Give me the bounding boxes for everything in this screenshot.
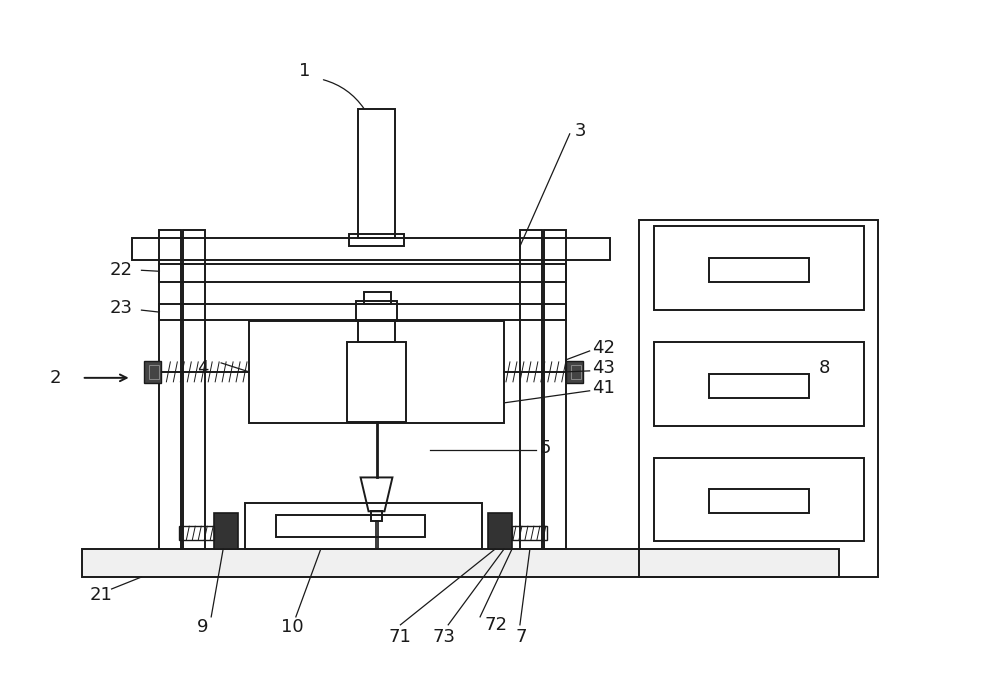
- Bar: [544, 231, 566, 549]
- Bar: [349, 235, 404, 246]
- Bar: [639, 220, 878, 577]
- Bar: [179, 526, 214, 540]
- Text: 23: 23: [110, 299, 133, 317]
- Bar: [512, 526, 547, 540]
- Bar: [159, 231, 181, 549]
- Text: 5: 5: [540, 439, 551, 456]
- Text: 8: 8: [819, 359, 830, 377]
- Bar: [159, 304, 566, 320]
- Bar: [132, 239, 610, 260]
- Text: 9: 9: [197, 618, 209, 636]
- Bar: [159, 264, 566, 282]
- Text: 21: 21: [90, 586, 113, 604]
- Text: 4: 4: [197, 359, 209, 377]
- Bar: [245, 503, 482, 549]
- Bar: [144, 361, 161, 383]
- Bar: [709, 374, 809, 398]
- Bar: [149, 365, 159, 379]
- Bar: [654, 342, 864, 426]
- Bar: [183, 231, 205, 549]
- Bar: [709, 258, 809, 282]
- Bar: [364, 292, 391, 304]
- Text: 10: 10: [281, 618, 304, 636]
- Text: 43: 43: [592, 359, 615, 377]
- Bar: [347, 342, 406, 422]
- Text: 1: 1: [299, 62, 310, 80]
- Bar: [249, 321, 504, 422]
- Text: 71: 71: [388, 628, 411, 645]
- Bar: [654, 458, 864, 541]
- Text: 42: 42: [592, 339, 615, 357]
- Bar: [488, 513, 512, 549]
- Bar: [82, 549, 839, 577]
- Text: 3: 3: [575, 122, 586, 140]
- Bar: [356, 301, 397, 321]
- Bar: [358, 109, 395, 239]
- Bar: [520, 231, 542, 549]
- Bar: [358, 320, 395, 342]
- Bar: [654, 226, 864, 310]
- Bar: [371, 511, 382, 521]
- Bar: [276, 515, 425, 537]
- Text: 7: 7: [516, 628, 527, 645]
- Bar: [214, 513, 238, 549]
- Bar: [709, 490, 809, 513]
- Text: 41: 41: [592, 379, 614, 397]
- Bar: [566, 361, 583, 383]
- Text: 73: 73: [432, 628, 455, 645]
- Text: 22: 22: [110, 261, 133, 279]
- Bar: [571, 365, 581, 379]
- Text: 2: 2: [50, 369, 61, 387]
- Text: 72: 72: [484, 616, 507, 634]
